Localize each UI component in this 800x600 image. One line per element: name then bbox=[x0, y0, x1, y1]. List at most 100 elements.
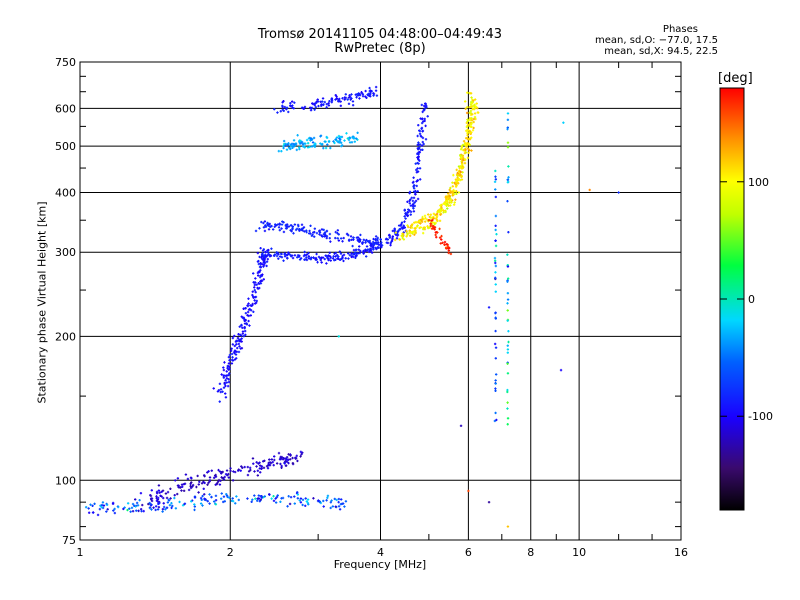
scatter-point bbox=[238, 325, 241, 328]
scatter-point bbox=[198, 480, 201, 484]
scatter-point bbox=[285, 223, 289, 226]
scatter-point bbox=[438, 208, 442, 212]
scatter-point bbox=[403, 215, 406, 218]
scatter-point bbox=[323, 100, 327, 104]
scatter-point bbox=[493, 419, 497, 423]
scatter-point bbox=[506, 277, 510, 280]
scatter-point bbox=[372, 92, 375, 95]
scatter-point bbox=[170, 506, 173, 510]
scatter-point bbox=[191, 483, 195, 487]
scatter-point bbox=[451, 185, 454, 188]
scatter-point bbox=[330, 100, 333, 104]
scatter-point bbox=[261, 252, 264, 255]
scatter-point bbox=[223, 500, 227, 503]
scatter-point bbox=[149, 497, 153, 500]
scatter-point bbox=[319, 135, 322, 138]
scatter-point bbox=[468, 111, 471, 115]
scatter-point bbox=[325, 499, 328, 502]
scatter-point bbox=[402, 225, 406, 229]
scatter-point bbox=[265, 264, 268, 268]
scatter-point bbox=[455, 179, 458, 183]
y-axis-ticks: 75 100 200 300 400 500 600 750 bbox=[55, 56, 681, 547]
scatter-point bbox=[409, 210, 413, 213]
scatter-point bbox=[262, 226, 266, 229]
scatter-point bbox=[220, 492, 223, 495]
scatter-point bbox=[472, 117, 476, 121]
scatter-point bbox=[431, 225, 434, 228]
scatter-point bbox=[335, 136, 339, 139]
scatter-point bbox=[338, 508, 342, 511]
scatter-point bbox=[290, 254, 294, 257]
scatter-point bbox=[277, 252, 280, 256]
scatter-point bbox=[506, 372, 510, 375]
scatter-point bbox=[261, 258, 264, 261]
scatter-point bbox=[268, 225, 272, 229]
scatter-point bbox=[342, 259, 345, 263]
scatter-point bbox=[466, 118, 469, 121]
scatter-point bbox=[243, 307, 247, 310]
scatter-point bbox=[287, 252, 291, 256]
scatter-point bbox=[416, 147, 419, 150]
scatter-point bbox=[305, 500, 309, 503]
scatter-point bbox=[281, 101, 284, 104]
scatter-point bbox=[285, 148, 289, 151]
scatter-point bbox=[406, 224, 409, 227]
scatter-point bbox=[343, 505, 346, 508]
scatter-point bbox=[448, 188, 451, 192]
scatter-point bbox=[494, 276, 497, 280]
scatter-point bbox=[89, 503, 92, 506]
scatter-point bbox=[300, 227, 303, 231]
scatter-point bbox=[452, 173, 455, 177]
scatter-point bbox=[240, 323, 243, 327]
scatter-point bbox=[314, 101, 318, 105]
scatter-point bbox=[289, 224, 293, 227]
scatter-point bbox=[459, 424, 463, 428]
scatter-point bbox=[133, 504, 136, 508]
scatter-point bbox=[370, 90, 373, 93]
scatter-point bbox=[140, 509, 143, 513]
scatter-point bbox=[174, 479, 177, 482]
scatter-point bbox=[464, 148, 467, 151]
scatter-point bbox=[246, 497, 249, 500]
scatter-point bbox=[328, 255, 332, 258]
scatter-point bbox=[353, 136, 356, 140]
chart-subtitle: RwPretec (8p) bbox=[334, 41, 426, 56]
scatter-point bbox=[364, 241, 367, 244]
x-axis-ticks: 1 2 4 6 8 10 16 bbox=[77, 62, 688, 559]
scatter-point bbox=[230, 358, 234, 362]
scatter-point bbox=[449, 186, 452, 190]
scatter-point bbox=[249, 466, 252, 470]
scatter-point bbox=[315, 231, 319, 235]
scatter-point bbox=[190, 477, 193, 480]
scatter-point bbox=[263, 495, 266, 498]
scatter-point bbox=[235, 343, 238, 346]
scatter-point bbox=[424, 104, 428, 107]
scatter-point bbox=[454, 183, 457, 186]
scatter-point bbox=[475, 105, 478, 109]
scatter-point bbox=[413, 201, 416, 204]
scatter-point bbox=[299, 501, 303, 504]
scatter-point bbox=[277, 257, 280, 260]
scatter-point bbox=[302, 226, 306, 229]
scatter-point bbox=[149, 503, 152, 506]
scatter-point bbox=[458, 173, 461, 177]
scatter-point bbox=[310, 145, 314, 148]
scatter-point bbox=[169, 487, 172, 491]
scatter-point bbox=[98, 507, 102, 511]
scatter-point bbox=[84, 505, 88, 509]
scatter-point bbox=[218, 483, 222, 486]
scatter-point bbox=[313, 235, 316, 238]
scatter-point bbox=[417, 157, 420, 161]
scatter-point bbox=[468, 148, 471, 152]
scatter-point bbox=[273, 458, 276, 462]
scatter-point bbox=[253, 470, 256, 473]
scatter-point bbox=[416, 134, 419, 138]
scatter-point bbox=[307, 251, 310, 255]
y-tick-label: 200 bbox=[55, 330, 76, 343]
scatter-point bbox=[251, 293, 254, 297]
scatter-point bbox=[259, 269, 262, 272]
scatter-point bbox=[317, 104, 320, 108]
scatter-point bbox=[301, 107, 305, 110]
scatter-point bbox=[216, 481, 219, 485]
scatter-point bbox=[467, 151, 470, 154]
